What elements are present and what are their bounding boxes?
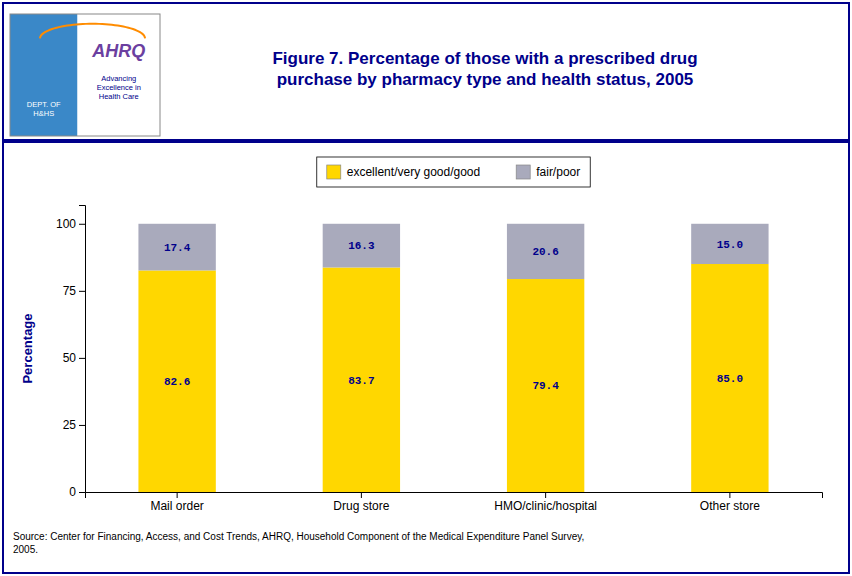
- data-label: 82.6: [164, 376, 190, 388]
- y-tick-mark: [79, 291, 85, 292]
- title-line: purchase by pharmacy type and health sta…: [277, 70, 694, 89]
- source-note-line: Source: Center for Financing, Access, an…: [13, 531, 584, 542]
- separator: [3, 139, 849, 143]
- title: Figure 7. Percentage of those with a pre…: [272, 49, 697, 89]
- logo: AHRQ AdvancingExcellence inHealth Care DEP…: [10, 14, 160, 136]
- x-tick: Drug store: [333, 492, 389, 513]
- logo-right: [78, 14, 161, 136]
- data-label: 83.7: [348, 375, 374, 387]
- data-label: 15.0: [717, 239, 743, 251]
- bar: [138, 270, 215, 492]
- source-note: Source: Center for Financing, Access, an…: [13, 531, 584, 555]
- x-axis-line: [86, 493, 823, 499]
- y-tick-mark: [79, 358, 85, 359]
- legend-swatch: [327, 165, 341, 179]
- x-tick-mark: [729, 492, 730, 498]
- title-line: Figure 7. Percentage of those with a pre…: [272, 49, 697, 68]
- legend-label: fair/poor: [536, 165, 580, 179]
- x-tick-label: Other store: [700, 499, 760, 513]
- legend-item: excellent/very good/good: [327, 165, 480, 179]
- x-tick-label: HMO/clinic/hospital: [494, 499, 597, 513]
- logo-tagline-line: Excellence in: [97, 83, 141, 92]
- bar: [138, 224, 215, 271]
- y-tick-mark: [79, 492, 85, 493]
- y-tick-label: 0: [69, 485, 76, 499]
- x-tick-mark: [545, 492, 546, 498]
- bar: [691, 264, 768, 492]
- logo-hhs-line: H&HS: [33, 109, 54, 118]
- y-tick: 50: [63, 351, 85, 365]
- page-border: [3, 3, 849, 573]
- data-label: 79.4: [532, 380, 559, 392]
- data-labels: 82.6 83.7 79.4 85.0 17.4 16.3 20.6 15.0: [164, 239, 743, 393]
- data-label: 85.0: [717, 373, 743, 385]
- bar: [507, 224, 584, 279]
- source-note-line: 2005.: [13, 544, 38, 555]
- y-tick: 0: [69, 485, 85, 499]
- logo-tagline-line: Health Care: [99, 92, 139, 101]
- logo-tagline: AdvancingExcellence inHealth Care: [97, 74, 141, 101]
- x-tick-label: Mail order: [150, 499, 203, 513]
- y-tick-label: 75: [63, 284, 77, 298]
- x-axis: Mail order Drug store HMO/clinic/hospital O…: [86, 492, 823, 513]
- data-label: 17.4: [164, 242, 191, 254]
- x-tick: Other store: [700, 492, 760, 513]
- legend-swatch: [516, 165, 530, 179]
- logo-arc: [40, 24, 145, 39]
- y-tick: 75: [63, 284, 85, 298]
- bar: [323, 224, 400, 268]
- y-tick-mark: [79, 224, 85, 225]
- logo-border: [10, 14, 160, 136]
- legend-item: fair/poor: [516, 165, 580, 179]
- y-axis-line: [79, 206, 86, 493]
- data-label: 16.3: [348, 240, 375, 252]
- y-tick-mark: [79, 425, 85, 426]
- logo-tagline-line: Advancing: [101, 74, 136, 83]
- y-tick: 25: [63, 418, 85, 432]
- legend-frame: [317, 157, 590, 187]
- chart: AHRQ AdvancingExcellence inHealth Care DEP…: [0, 0, 852, 576]
- bar: [507, 279, 584, 492]
- y-axis: 0 25 50 75 100: [56, 206, 86, 500]
- x-tick-mark: [361, 492, 362, 498]
- logo-hhs: DEPT. OFH&HS: [27, 100, 61, 118]
- x-tick: HMO/clinic/hospital: [494, 492, 597, 513]
- bars: [138, 224, 768, 492]
- y-tick-label: 100: [56, 217, 76, 231]
- data-label: 20.6: [532, 246, 558, 258]
- y-tick: 100: [56, 217, 85, 231]
- y-tick-label: 25: [63, 418, 77, 432]
- y-tick-label: 50: [63, 351, 77, 365]
- logo-hhs-line: DEPT. OF: [27, 100, 61, 109]
- x-tick: Mail order: [150, 492, 203, 513]
- y-axis-title: Percentage: [20, 313, 35, 383]
- legend: excellent/very good/good fair/poor: [317, 157, 590, 187]
- logo-ahrq: AHRQ: [91, 41, 145, 61]
- legend-label: excellent/very good/good: [347, 165, 480, 179]
- bar: [691, 224, 768, 264]
- bar: [323, 267, 400, 492]
- plot: 82.6 83.7 79.4 85.0 17.4 16.3 20.6 15.0 0 25 50 75 1…: [56, 206, 823, 513]
- x-tick-mark: [177, 492, 178, 498]
- x-tick-label: Drug store: [333, 499, 389, 513]
